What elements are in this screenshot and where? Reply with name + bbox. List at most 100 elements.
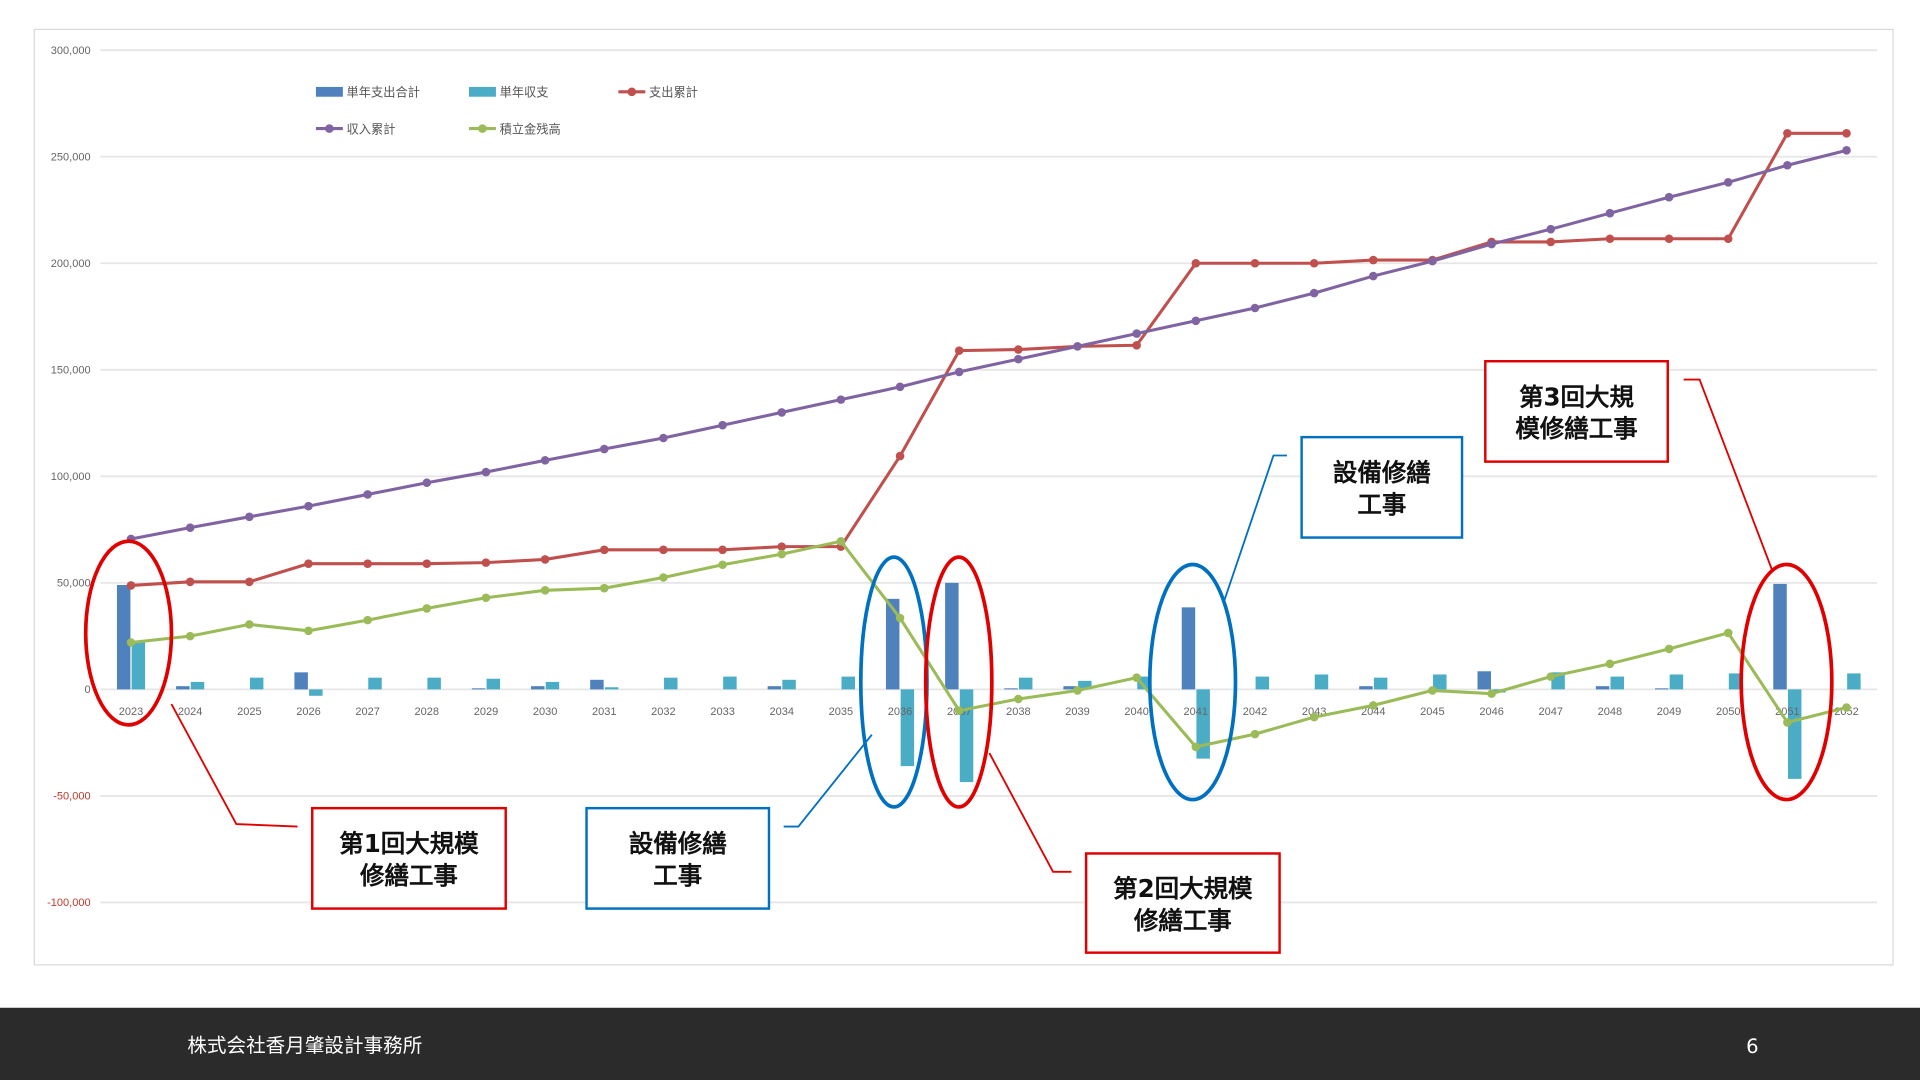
point-expense-cumulative — [126, 581, 136, 590]
x-tick-label: 2046 — [1479, 706, 1504, 718]
bar-annual-balance — [190, 681, 205, 690]
point-expense-cumulative — [1664, 234, 1674, 244]
point-income-cumulative — [245, 512, 254, 522]
callout-text: 設備修繕 — [1333, 458, 1431, 487]
point-income-cumulative — [954, 367, 964, 377]
callout-leader — [988, 752, 1072, 873]
x-tick-label: 2048 — [1598, 706, 1623, 718]
point-expense-cumulative — [245, 577, 254, 587]
y-tick-label: 300,000 — [51, 45, 91, 57]
x-tick-label: 2025 — [237, 706, 262, 718]
bar-annual-balance — [309, 689, 323, 696]
point-expense-cumulative — [540, 555, 550, 564]
bar-annual-expense — [531, 686, 545, 690]
bar-annual-balance — [841, 676, 855, 690]
point-income-cumulative — [1664, 192, 1674, 202]
point-reserve-balance — [895, 613, 905, 623]
bar-annual-expense — [1654, 688, 1669, 690]
bar-annual-expense — [116, 584, 131, 690]
point-expense-cumulative — [1842, 129, 1851, 138]
point-reserve-balance — [1369, 701, 1378, 710]
point-expense-cumulative — [1369, 255, 1378, 265]
x-tick-label: 2033 — [710, 706, 735, 718]
line-expense-cumulative — [130, 131, 1847, 587]
bar-annual-balance — [368, 677, 382, 690]
point-reserve-balance — [718, 560, 727, 570]
bar-annual-balance — [1847, 673, 1861, 690]
x-tick-label: 2032 — [651, 706, 676, 718]
y-axis-ticks: 300,000 250,000 200,000 150,000 100,000 50,00… — [47, 45, 91, 909]
point-income-cumulative — [363, 490, 372, 499]
callout-box — [585, 806, 771, 910]
point-expense-cumulative — [599, 545, 609, 555]
point-reserve-balance — [1309, 712, 1319, 722]
bar-annual-balance — [959, 689, 974, 783]
bar-annual-balance — [1669, 674, 1684, 690]
point-income-cumulative — [1546, 224, 1556, 234]
point-reserve-balance — [422, 604, 432, 613]
point-income-cumulative — [1428, 256, 1437, 266]
point-reserve-balance — [1014, 694, 1023, 704]
line-reserve-balance — [130, 539, 1847, 749]
point-reserve-balance — [481, 593, 491, 603]
point-reserve-balance — [245, 620, 254, 629]
bar-annual-balance — [1314, 674, 1329, 690]
point-expense-cumulative — [954, 346, 964, 355]
y-tick-label: 250,000 — [51, 151, 91, 163]
bar-annual-balance — [1255, 676, 1270, 690]
callout-text: 工事 — [653, 861, 702, 890]
point-reserve-balance — [304, 626, 313, 636]
bars — [116, 582, 1861, 783]
legend-label: 支出累計 — [649, 85, 698, 100]
point-reserve-balance — [540, 586, 550, 595]
point-reserve-balance — [836, 537, 846, 546]
x-tick-label: 2027 — [355, 706, 380, 718]
x-tick-label: 2049 — [1657, 706, 1682, 718]
highlight-ellipse — [923, 555, 994, 809]
bar-annual-balance — [1433, 674, 1447, 690]
point-expense-cumulative — [659, 545, 668, 555]
bar-annual-expense — [1063, 686, 1077, 690]
x-tick-label: 2039 — [1065, 706, 1090, 718]
point-income-cumulative — [1842, 146, 1851, 155]
point-expense-cumulative — [1191, 258, 1201, 268]
x-tick-label: 2045 — [1420, 706, 1445, 718]
point-income-cumulative — [659, 433, 668, 443]
x-tick-label: 2026 — [296, 706, 321, 718]
point-income-cumulative — [1132, 329, 1141, 338]
footer-company: 株式会社香月肇設計事務所 — [187, 1034, 422, 1057]
bar-annual-balance — [1196, 689, 1210, 759]
point-income-cumulative — [1487, 239, 1496, 249]
x-tick-label: 2035 — [829, 706, 854, 718]
point-reserve-balance — [599, 583, 609, 593]
point-income-cumulative — [1014, 354, 1023, 364]
callout-box — [1484, 360, 1669, 463]
x-tick-label: 2041 — [1184, 706, 1209, 718]
legend-swatch — [468, 86, 496, 97]
y-tick-label: -100,000 — [47, 897, 91, 909]
point-reserve-balance — [1842, 703, 1851, 712]
x-tick-label: 2042 — [1243, 706, 1268, 718]
point-income-cumulative — [895, 382, 905, 392]
point-income-cumulative — [304, 501, 313, 511]
callout-leader — [783, 734, 873, 828]
bar-annual-expense — [1595, 686, 1610, 690]
x-tick-label: 2029 — [474, 706, 499, 718]
callout-leader — [170, 703, 298, 828]
point-reserve-balance — [1723, 628, 1733, 638]
point-income-cumulative — [1723, 178, 1733, 187]
bar-annual-expense — [767, 686, 782, 690]
legend-swatch — [315, 86, 343, 97]
point-reserve-balance — [1487, 689, 1496, 698]
line-income-cumulative — [130, 148, 1847, 541]
point-reserve-balance — [1250, 729, 1260, 739]
bar-annual-balance — [545, 681, 560, 690]
callout-text: 模修繕工事 — [1515, 414, 1637, 443]
bar-annual-expense — [1773, 583, 1787, 690]
point-reserve-balance — [1428, 686, 1437, 695]
point-expense-cumulative — [1723, 234, 1733, 244]
point-reserve-balance — [1073, 686, 1082, 695]
bar-annual-expense — [471, 688, 486, 690]
x-tick-label: 2040 — [1124, 706, 1149, 718]
